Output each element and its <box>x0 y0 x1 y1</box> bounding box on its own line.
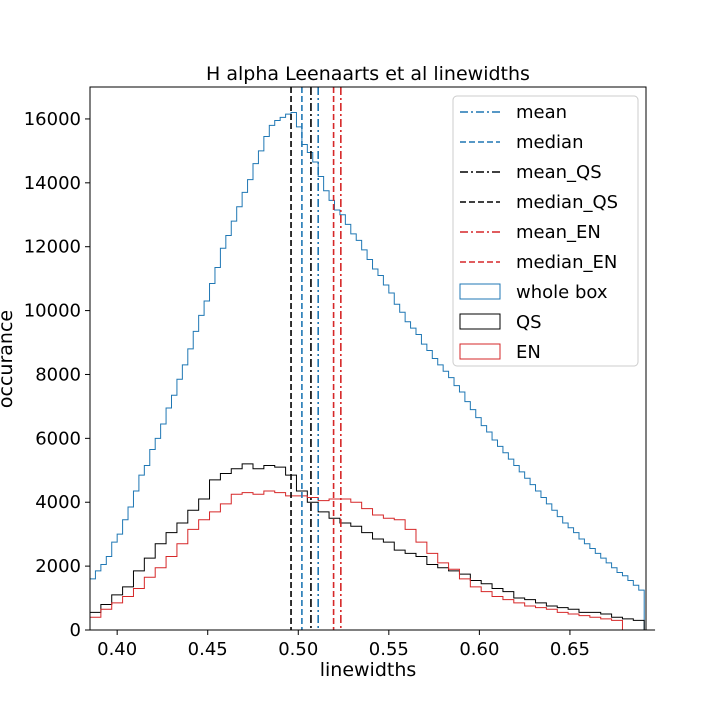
legend-label: median_EN <box>516 252 617 273</box>
legend-label: EN <box>516 342 541 363</box>
legend-items: mean median mean_QS median_QS mean_EN median_… <box>459 102 618 363</box>
legend-label: mean_QS <box>516 162 602 183</box>
plot-area <box>89 86 656 631</box>
y-tick-label: 10000 <box>24 301 81 322</box>
y-axis: 0 2000 4000 6000 8000 10000 12000 14000 16000 <box>24 109 90 641</box>
x-tick-label: 0.50 <box>278 639 318 660</box>
legend-item-mean-qs: mean_QS <box>460 162 602 183</box>
legend-patch-swatch <box>459 283 501 300</box>
legend-item-mean-en: mean_EN <box>460 222 601 243</box>
y-tick-label: 6000 <box>35 428 81 449</box>
x-tick-label: 0.40 <box>97 639 137 660</box>
legend-label: mean_EN <box>516 222 601 243</box>
legend-label: median_QS <box>516 192 618 213</box>
statistic-lines-layer <box>290 87 342 630</box>
legend-patch-swatch <box>459 313 501 330</box>
legend-label: mean <box>516 102 567 123</box>
axes-frame <box>89 86 647 631</box>
x-tick-label: 0.60 <box>459 639 499 660</box>
legend-item-mean: mean <box>460 102 567 123</box>
legend-patch-swatch <box>459 343 501 360</box>
legend-item-whole-box: whole box <box>459 282 608 303</box>
x-tick-label: 0.55 <box>369 639 409 660</box>
histogram-layer <box>89 112 656 631</box>
y-axis-label: occurance <box>0 310 17 408</box>
legend-label: whole box <box>516 282 608 303</box>
legend-item-median-en: median_EN <box>460 252 617 273</box>
legend-label: median <box>516 132 583 153</box>
x-tick-label: 0.65 <box>550 639 590 660</box>
y-tick-label: 4000 <box>35 492 81 513</box>
x-tick-label: 0.45 <box>188 639 228 660</box>
legend-item-qs: QS <box>459 312 542 333</box>
legend-item-median-qs: median_QS <box>460 192 618 213</box>
y-tick-label: 16000 <box>24 109 81 130</box>
y-tick-label: 14000 <box>24 173 81 194</box>
y-tick-label: 2000 <box>35 556 81 577</box>
legend-item-median: median <box>460 132 583 153</box>
histogram-whole-box <box>89 112 650 631</box>
y-tick-label: 8000 <box>35 364 81 385</box>
histogram-en <box>89 490 634 631</box>
legend-label: QS <box>516 312 542 333</box>
x-axis: 0.40 0.45 0.50 0.55 0.60 0.65 <box>97 630 590 660</box>
legend-item-en: EN <box>459 342 541 363</box>
histogram-qs <box>89 463 656 631</box>
x-axis-label: linewidths <box>320 659 417 681</box>
chart-title: H alpha Leenaarts et al linewidths <box>206 63 530 85</box>
legend: mean median mean_QS median_QS mean_EN median_… <box>452 95 639 367</box>
y-tick-label: 12000 <box>24 237 81 258</box>
y-tick-label: 0 <box>70 620 81 641</box>
